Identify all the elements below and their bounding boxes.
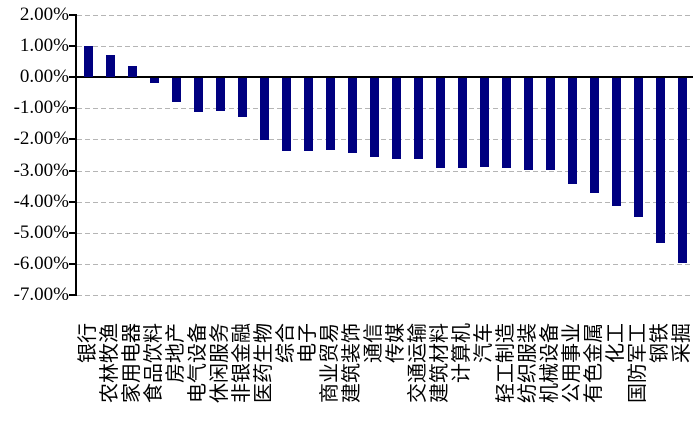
bar <box>215 78 225 111</box>
bar <box>127 66 137 78</box>
x-axis-label: 房地产 <box>165 323 187 383</box>
gridline <box>77 170 693 172</box>
x-axis-label: 采掘 <box>671 323 693 363</box>
y-axis-line <box>75 15 77 296</box>
gridline <box>77 15 693 16</box>
gridline <box>77 46 693 48</box>
gridline <box>77 263 693 265</box>
y-axis-tick <box>69 138 77 141</box>
bar <box>105 55 115 78</box>
zero-axis-line <box>77 76 693 79</box>
bar <box>677 78 687 264</box>
bar <box>325 78 335 150</box>
bar <box>589 78 599 194</box>
y-axis-label: -3.00% <box>13 159 69 181</box>
bar <box>347 78 357 153</box>
x-axis-label: 通信 <box>363 323 385 363</box>
bar <box>303 78 313 152</box>
x-axis-label: 有色金属 <box>583 323 605 403</box>
x-axis-label: 医药生物 <box>253 323 275 403</box>
gridline <box>77 139 693 141</box>
bar <box>611 78 621 206</box>
y-axis-tick <box>69 14 77 16</box>
x-axis-label: 国防军工 <box>627 323 649 403</box>
gridline <box>77 201 693 203</box>
x-axis-label: 机械设备 <box>539 323 561 403</box>
y-axis-tick <box>69 200 77 203</box>
x-axis-label: 汽车 <box>473 323 495 363</box>
y-axis-label: -7.00% <box>13 283 69 305</box>
y-axis-label: -4.00% <box>13 190 69 212</box>
x-axis-label: 纺织服装 <box>517 323 539 403</box>
y-axis-label: -1.00% <box>13 97 69 119</box>
x-axis-label: 传媒 <box>385 323 407 363</box>
x-axis-label: 家用电器 <box>121 323 143 403</box>
x-axis-label: 建筑材料 <box>429 323 451 403</box>
bar <box>655 78 665 244</box>
bar <box>545 78 555 170</box>
y-axis-label: -5.00% <box>13 221 69 243</box>
bar <box>171 78 181 102</box>
x-axis-label: 银行 <box>77 323 99 363</box>
x-axis-label: 交通运输 <box>407 323 429 403</box>
y-axis-label: 2.00% <box>19 4 69 25</box>
x-axis-label: 计算机 <box>451 323 473 383</box>
bar <box>237 78 247 118</box>
bar <box>413 78 423 160</box>
y-axis-label: 0.00% <box>19 66 69 88</box>
y-axis-label: -2.00% <box>13 128 69 150</box>
bar <box>259 78 269 141</box>
bar <box>149 78 159 83</box>
x-axis-label: 轻工制造 <box>495 323 517 403</box>
bar <box>281 78 291 152</box>
x-axis-label: 商业贸易 <box>319 323 341 403</box>
x-axis-label: 钢铁 <box>649 323 671 363</box>
y-axis-tick <box>69 45 77 48</box>
bar <box>435 78 445 169</box>
y-axis-tick <box>69 76 77 79</box>
x-axis-label: 食品饮料 <box>143 323 165 403</box>
x-axis-label: 公用事业 <box>561 323 583 403</box>
y-axis-tick <box>69 293 77 296</box>
x-axis-label: 建筑装饰 <box>341 323 363 403</box>
y-axis-label: 1.00% <box>19 35 69 57</box>
x-axis-label: 电子 <box>297 323 319 363</box>
y-axis-label: -6.00% <box>13 252 69 274</box>
x-axis-label: 非银金融 <box>231 323 253 403</box>
gridline <box>77 108 693 110</box>
bar <box>391 78 401 160</box>
bar <box>633 78 643 217</box>
bar <box>457 78 467 169</box>
bar <box>369 78 379 158</box>
x-axis-label: 综合 <box>275 323 297 363</box>
bar <box>83 46 93 78</box>
gridline <box>77 294 693 296</box>
y-axis-tick <box>69 231 77 234</box>
bar <box>479 78 489 167</box>
x-axis-label: 化工 <box>605 323 627 363</box>
bar <box>501 78 511 169</box>
x-axis-label: 休闲服务 <box>209 323 231 403</box>
x-axis-label: 电气设备 <box>187 323 209 403</box>
y-axis-tick <box>69 107 77 110</box>
y-axis-tick <box>69 169 77 172</box>
x-axis-label: 农林牧渔 <box>99 323 121 403</box>
gridline <box>77 232 693 234</box>
y-axis-tick <box>69 262 77 265</box>
bar <box>193 78 203 113</box>
bar <box>523 78 533 170</box>
bar <box>567 78 577 184</box>
